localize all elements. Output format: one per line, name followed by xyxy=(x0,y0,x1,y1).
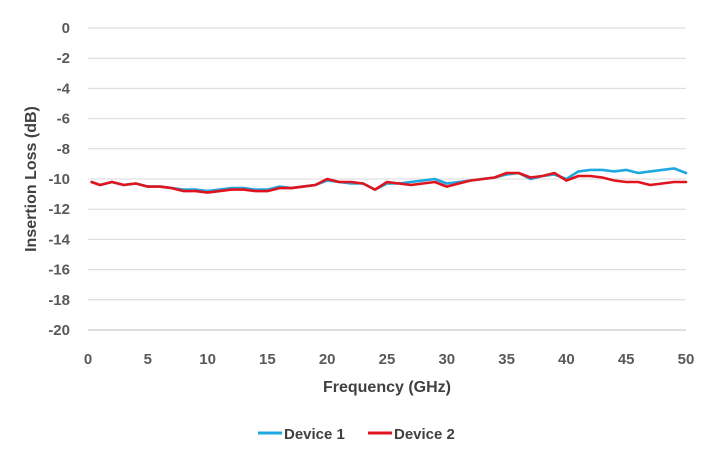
legend: Device 1 Device 2 xyxy=(258,426,455,443)
x-tick-label: 45 xyxy=(618,351,635,368)
x-tick-labels: 0 5 10 15 20 25 30 35 40 45 50 xyxy=(84,351,695,368)
y-tick-label: -14 xyxy=(48,231,70,248)
y-tick-label: -2 xyxy=(57,50,70,67)
x-axis-title: Frequency (GHz) xyxy=(323,379,451,396)
x-tick-label: 25 xyxy=(379,351,396,368)
y-tick-label: 0 xyxy=(62,20,70,37)
x-tick-label: 5 xyxy=(144,351,152,368)
y-tick-label: -4 xyxy=(57,80,71,97)
x-tick-label: 40 xyxy=(558,351,575,368)
x-tick-label: 0 xyxy=(84,351,92,368)
legend-label: Device 1 xyxy=(284,426,345,443)
y-tick-labels: 0 -2 -4 -6 -8 -10 -12 -14 -16 -18 -20 xyxy=(48,20,70,339)
series-lines xyxy=(90,167,688,194)
y-tick-label: -20 xyxy=(48,322,70,339)
y-tick-label: -12 xyxy=(48,201,70,218)
y-tick-label: -10 xyxy=(48,171,70,188)
y-tick-label: -18 xyxy=(48,292,70,309)
x-tick-label: 20 xyxy=(319,351,336,368)
x-tick-label: 30 xyxy=(438,351,455,368)
y-axis-title: Insertion Loss (dB) xyxy=(23,106,40,252)
x-tick-label: 10 xyxy=(199,351,216,368)
series-line-device-1 xyxy=(90,167,688,193)
y-tick-label: -8 xyxy=(57,141,70,158)
x-tick-label: 35 xyxy=(498,351,515,368)
x-tick-label: 15 xyxy=(259,351,276,368)
y-tick-label: -16 xyxy=(48,262,70,279)
legend-label: Device 2 xyxy=(394,426,455,443)
y-tick-label: -6 xyxy=(57,111,70,128)
series-line-device-2 xyxy=(90,171,688,194)
x-tick-label: 50 xyxy=(678,351,695,368)
gridlines xyxy=(88,27,686,331)
